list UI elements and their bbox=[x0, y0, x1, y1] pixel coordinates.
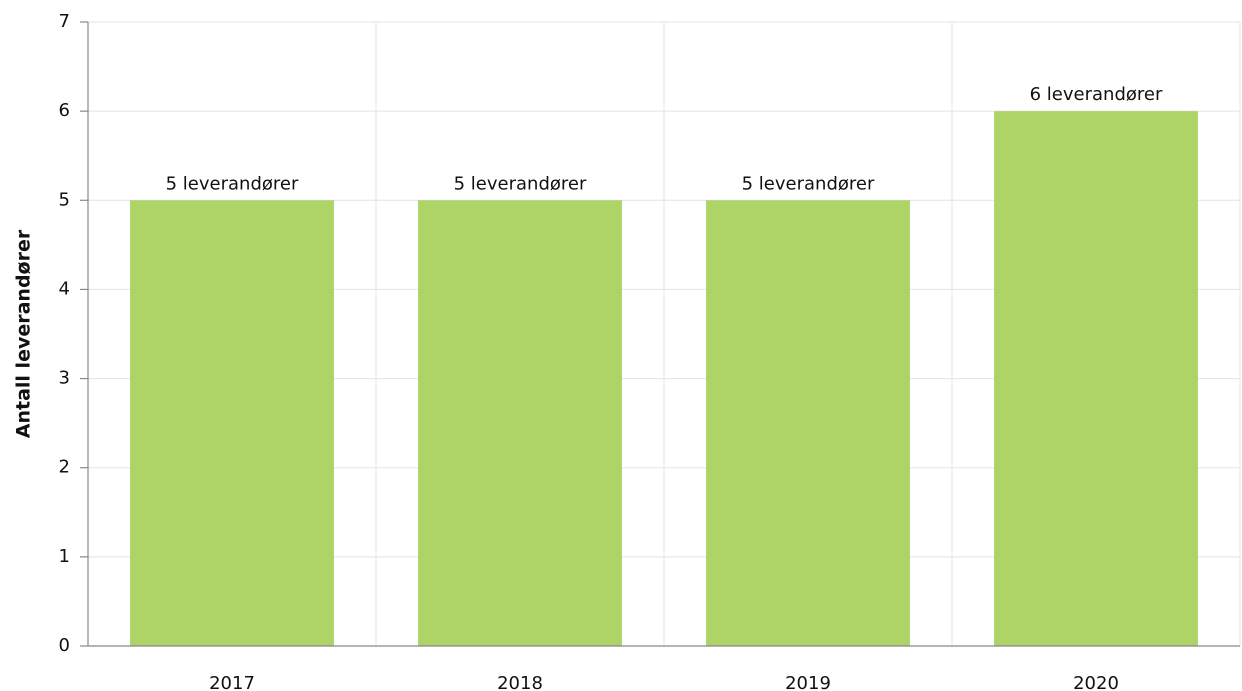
bar bbox=[418, 200, 622, 647]
value-label: 5 leverandører bbox=[454, 173, 587, 194]
x-tick-label: 2017 bbox=[209, 673, 255, 691]
y-tick-label: 2 bbox=[59, 457, 70, 478]
y-tick-label: 3 bbox=[59, 368, 70, 389]
bar bbox=[130, 200, 334, 647]
bar bbox=[994, 111, 1198, 646]
bar bbox=[706, 200, 910, 647]
value-label: 5 leverandører bbox=[166, 173, 299, 194]
y-tick-label: 4 bbox=[59, 278, 70, 299]
value-label: 5 leverandører bbox=[742, 173, 875, 194]
y-tick-label: 1 bbox=[59, 546, 70, 567]
value-label: 6 leverandører bbox=[1030, 84, 1163, 105]
x-tick-label: 2019 bbox=[785, 673, 831, 691]
y-axis-title: Antall leverandører bbox=[13, 229, 35, 438]
y-tick-label: 7 bbox=[59, 11, 70, 32]
y-tick-label: 6 bbox=[59, 100, 70, 121]
x-tick-label: 2018 bbox=[497, 673, 543, 691]
y-tick-label: 5 bbox=[59, 189, 70, 210]
x-tick-label: 2020 bbox=[1073, 673, 1119, 691]
y-tick-label: 0 bbox=[59, 635, 70, 656]
